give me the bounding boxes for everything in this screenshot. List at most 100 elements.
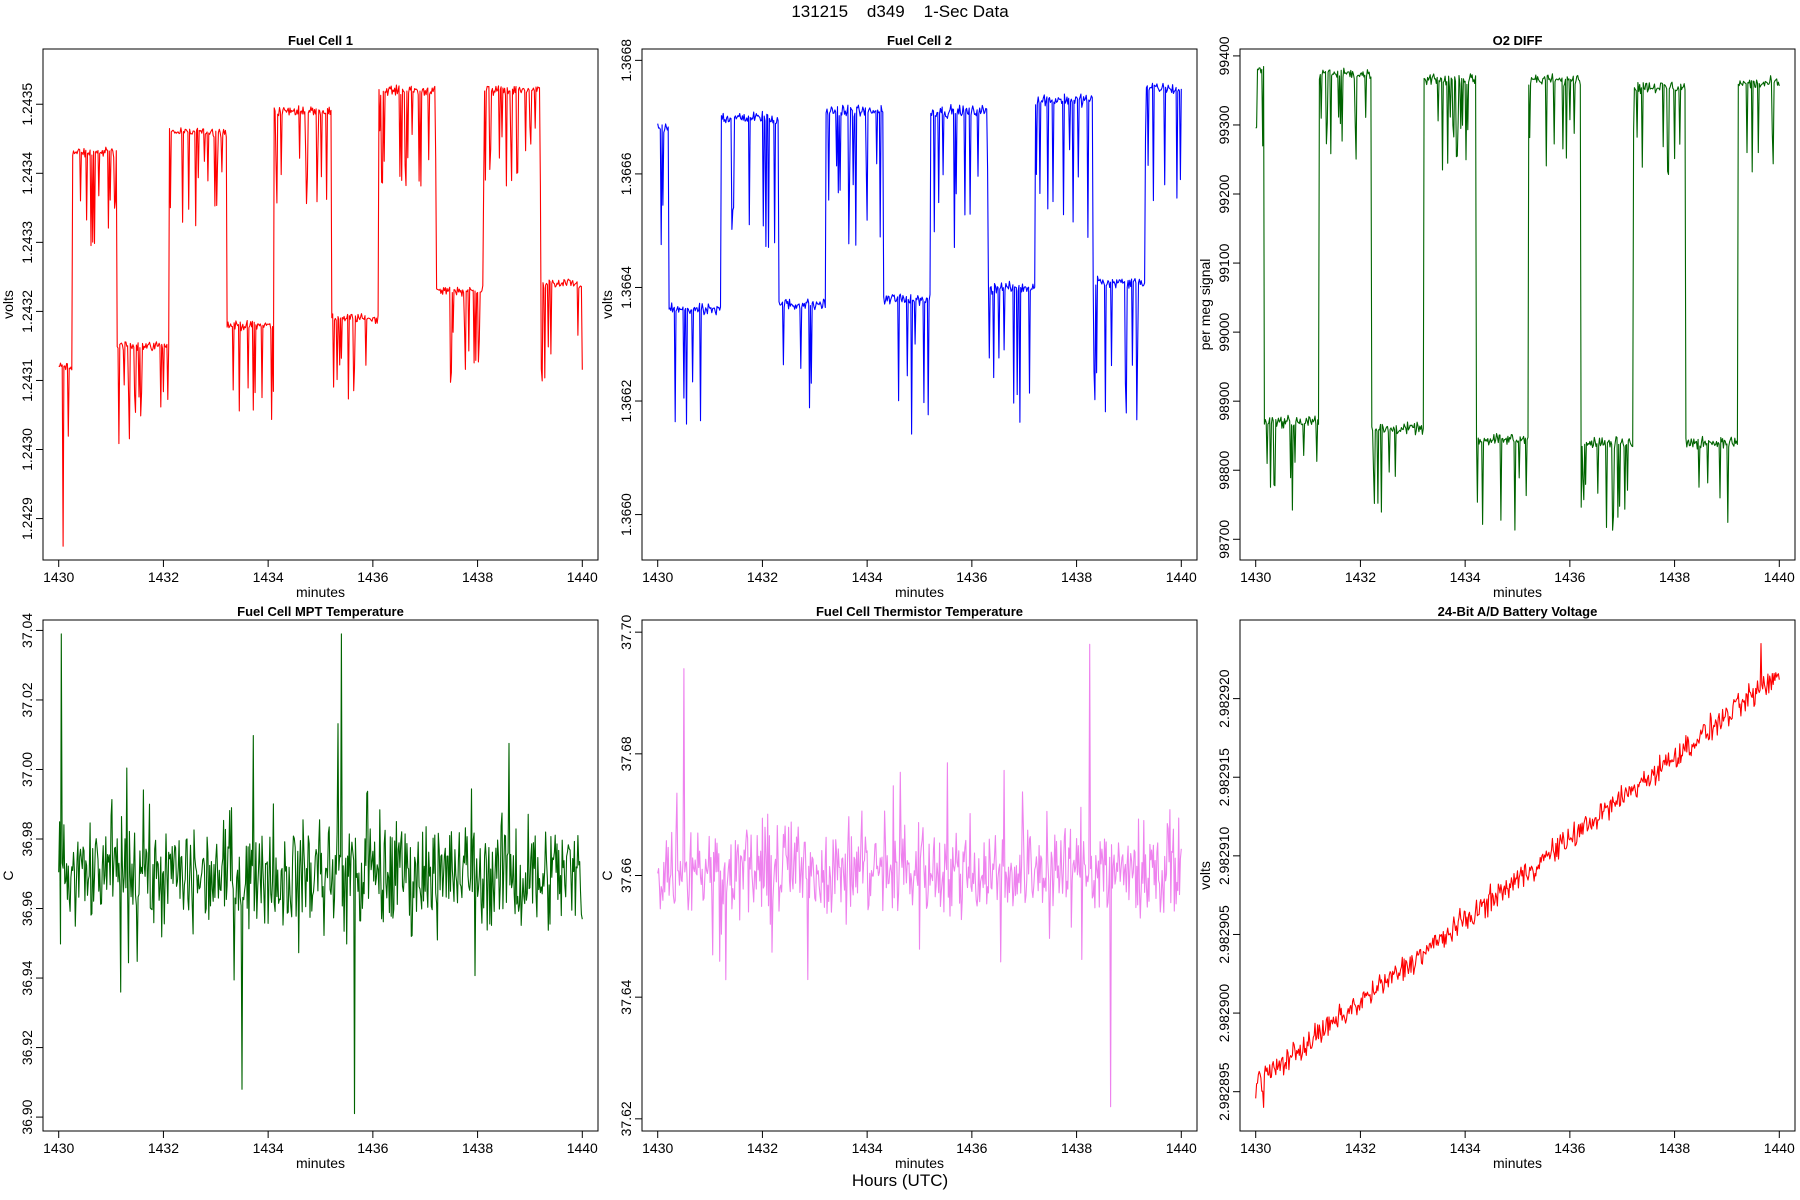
y-axis-label: volts: [1197, 861, 1213, 890]
y-tick-label: 1.2429: [19, 497, 35, 540]
series-line: [1255, 65, 1780, 531]
chart-title: O2 DIFF: [1493, 33, 1543, 48]
y-axis-label: volts: [0, 290, 16, 319]
x-tick-label: 1432: [747, 1140, 778, 1156]
y-tick-label: 1.3664: [618, 266, 634, 309]
x-tick-label: 1438: [1659, 1140, 1690, 1156]
x-tick-label: 1434: [1450, 1140, 1481, 1156]
x-axis-label: minutes: [296, 1155, 345, 1171]
x-tick-label: 1432: [148, 1140, 179, 1156]
x-tick-label: 1436: [357, 1140, 388, 1156]
y-axis-label: volts: [599, 290, 615, 319]
x-tick-label: 1430: [642, 1140, 673, 1156]
x-tick-label: 1430: [43, 569, 74, 585]
y-tick-label: 2.982920: [1216, 669, 1232, 728]
x-tick-label: 1436: [357, 569, 388, 585]
y-tick-label: 99100: [1216, 243, 1232, 282]
chart-panel-2: Fuel Cell 2 1430 1432 1434 1436 1438 1440 minut…: [599, 33, 1198, 600]
plot-frame: [1239, 48, 1796, 561]
y-tick-label: 37.04: [19, 613, 35, 648]
x-tick-label: 1440: [567, 1140, 598, 1156]
chart-title: Fuel Cell 1: [288, 33, 353, 48]
chart-panel-3: O2 DIFF 1430 1432 1434 1436 1438 1440 minutes 98…: [1197, 33, 1796, 600]
y-tick-label: 37.68: [618, 736, 634, 771]
x-tick-label: 1432: [148, 569, 179, 585]
y-tick-label: 99200: [1216, 174, 1232, 213]
chart-panel-4: Fuel Cell MPT Temperature 1430 1432 1434 143…: [0, 604, 599, 1171]
chart-panel-6: 24-Bit A/D Battery Voltage 1430 1432 1434 14…: [1197, 604, 1796, 1171]
x-tick-label: 1434: [1450, 569, 1481, 585]
series-line: [657, 82, 1182, 435]
chart-panel-1: Fuel Cell 1 1430 1432 1434 1436 1438 1440 minut…: [0, 33, 599, 600]
chart-title: 24-Bit A/D Battery Voltage: [1438, 604, 1598, 619]
series-line: [657, 643, 1182, 1108]
x-tick-label: 1434: [253, 1140, 284, 1156]
y-tick-label: 1.2433: [19, 221, 35, 264]
y-tick-label: 2.982895: [1216, 1062, 1232, 1121]
y-tick-label: 1.2435: [19, 83, 35, 126]
series-line: [1255, 643, 1780, 1108]
y-tick-label: 99300: [1216, 105, 1232, 144]
y-tick-label: 99400: [1216, 36, 1232, 75]
x-tick-label: 1436: [956, 569, 987, 585]
y-axis-label: per meg signal: [1197, 259, 1213, 351]
y-axis-label: C: [0, 870, 16, 880]
y-tick-label: 2.982910: [1216, 826, 1232, 885]
y-tick-label: 36.94: [19, 960, 35, 995]
y-tick-label: 37.70: [618, 614, 634, 649]
x-tick-label: 1432: [1345, 1140, 1376, 1156]
y-tick-label: 98900: [1216, 381, 1232, 420]
x-tick-label: 1440: [1764, 1140, 1795, 1156]
x-tick-label: 1430: [1240, 1140, 1271, 1156]
y-tick-label: 1.2431: [19, 359, 35, 402]
y-tick-label: 1.2432: [19, 290, 35, 333]
chart-title: Fuel Cell 2: [887, 33, 952, 48]
plot-frame: [42, 48, 599, 561]
y-tick-label: 2.982900: [1216, 984, 1232, 1043]
y-tick-label: 2.982905: [1216, 905, 1232, 964]
series-line: [58, 84, 583, 547]
x-tick-label: 1440: [1166, 569, 1197, 585]
x-axis-label: minutes: [1493, 584, 1542, 600]
x-tick-label: 1434: [852, 1140, 883, 1156]
y-axis-label: C: [599, 870, 615, 880]
x-tick-label: 1438: [1061, 1140, 1092, 1156]
x-tick-label: 1430: [43, 1140, 74, 1156]
y-tick-label: 37.64: [618, 979, 634, 1014]
x-tick-label: 1436: [1554, 569, 1585, 585]
x-tick-label: 1436: [1554, 1140, 1585, 1156]
x-tick-label: 1434: [253, 569, 284, 585]
hours-axis-label: Hours (UTC): [851, 1171, 949, 1190]
y-tick-label: 99000: [1216, 312, 1232, 351]
x-tick-label: 1430: [1240, 569, 1271, 585]
chart-panel-5: Fuel Cell Thermistor Temperature 1430 1432…: [599, 604, 1198, 1171]
y-tick-label: 37.66: [618, 858, 634, 893]
x-axis-label: minutes: [895, 584, 944, 600]
y-tick-label: 36.96: [19, 891, 35, 926]
series-line: [58, 633, 583, 1115]
plot-frame: [1239, 619, 1796, 1132]
y-tick-label: 1.2430: [19, 428, 35, 471]
y-tick-label: 37.00: [19, 752, 35, 787]
x-tick-label: 1438: [1659, 569, 1690, 585]
x-tick-label: 1430: [642, 569, 673, 585]
x-tick-label: 1432: [1345, 569, 1376, 585]
y-tick-label: 1.3666: [618, 152, 634, 195]
y-tick-label: 1.2434: [19, 152, 35, 195]
x-axis-label: minutes: [1493, 1155, 1542, 1171]
y-tick-label: 1.3668: [618, 39, 634, 82]
x-tick-label: 1434: [852, 569, 883, 585]
x-tick-label: 1440: [1764, 569, 1795, 585]
y-tick-label: 36.92: [19, 1030, 35, 1065]
y-tick-label: 1.3662: [618, 379, 634, 422]
x-tick-label: 1440: [1166, 1140, 1197, 1156]
x-axis-label: minutes: [895, 1155, 944, 1171]
y-tick-label: 37.62: [618, 1101, 634, 1136]
x-tick-label: 1438: [462, 569, 493, 585]
x-tick-label: 1436: [956, 1140, 987, 1156]
chart-title: Fuel Cell MPT Temperature: [237, 604, 404, 619]
y-tick-label: 36.98: [19, 821, 35, 856]
y-tick-label: 36.90: [19, 1099, 35, 1134]
y-tick-label: 98800: [1216, 451, 1232, 490]
